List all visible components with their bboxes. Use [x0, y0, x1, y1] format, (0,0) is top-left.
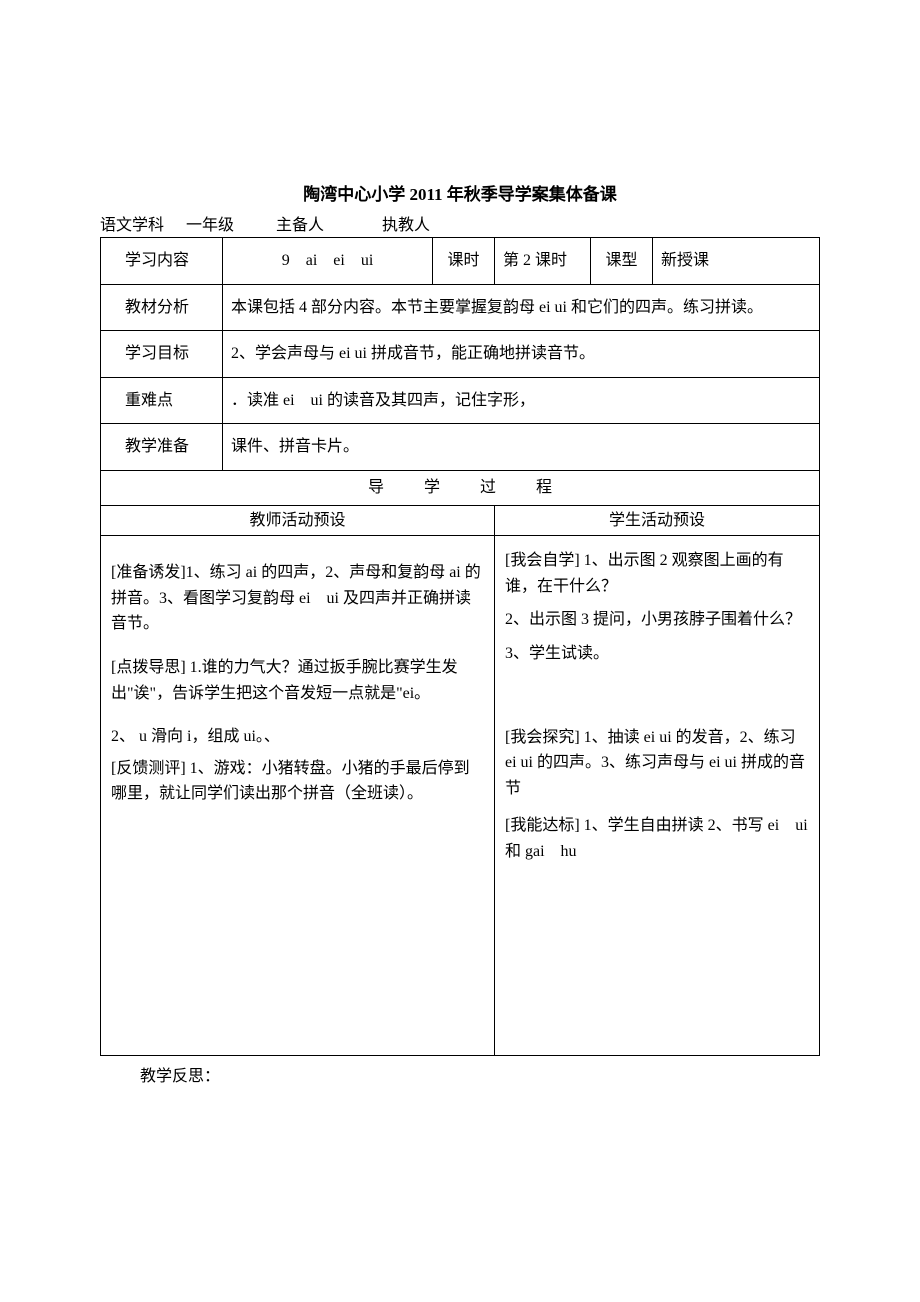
table-row: 教学准备 课件、拼音卡片。: [101, 424, 820, 471]
kexing-label: 课型: [591, 238, 653, 285]
study-content-value: 9 ai ei ui: [223, 238, 433, 285]
student-activity-header: 学生活动预设: [495, 505, 820, 536]
kexing-value: 新授课: [653, 238, 820, 285]
table-row: 导学过程: [101, 470, 820, 505]
doc-title: 陶湾中心小学 2011 年秋季导学案集体备课: [100, 180, 820, 205]
study-content-label: 学习内容: [101, 238, 223, 285]
student-activity-cell: [我会自学] 1、出示图 2 观察图上画的有 谁，在干什么？ 2、出示图 3 提…: [495, 536, 820, 1056]
table-row: 教师活动预设 学生活动预设: [101, 505, 820, 536]
header-line: 语文学科 一年级 主备人 执教人: [100, 211, 820, 235]
keypoint-label: 重难点: [101, 377, 223, 424]
student-para-2: 2、出示图 3 提问，小男孩脖子围着什么？: [505, 607, 809, 633]
teacher-activity-cell: [准备诱发]1、练习 ai 的四声，2、声母和复韵母 ai 的拼音。3、看图学习…: [101, 536, 495, 1056]
keshi-value: 第 2 课时: [495, 238, 591, 285]
process-header: 导学过程: [101, 470, 820, 505]
material-analysis-value: 本课包括 4 部分内容。本节主要掌握复韵母 ei ui 和它们的四声。练习拼读。: [223, 284, 820, 331]
lesson-plan-table: 学习内容 9 ai ei ui 课时 第 2 课时 课型 新授课 教材分析 本课…: [100, 237, 820, 1056]
keshi-label: 课时: [433, 238, 495, 285]
teaching-reflection-label: 教学反思：: [100, 1062, 820, 1086]
preparer-label: 主备人: [276, 217, 324, 234]
table-row: 教材分析 本课包括 4 部分内容。本节主要掌握复韵母 ei ui 和它们的四声。…: [101, 284, 820, 331]
preparation-label: 教学准备: [101, 424, 223, 471]
table-row: 学习目标 2、学会声母与 ei ui 拼成音节，能正确地拼读音节。: [101, 331, 820, 378]
grade-label: 一年级: [186, 217, 234, 234]
teacher-para-2: [点拨导思] 1.谁的力气大？通过扳手腕比赛学生发出"诶"，告诉学生把这个音发短…: [111, 655, 484, 706]
teacher-para-1: [准备诱发]1、练习 ai 的四声，2、声母和复韵母 ai 的拼音。3、看图学习…: [111, 560, 484, 637]
study-goal-label: 学习目标: [101, 331, 223, 378]
table-row: [准备诱发]1、练习 ai 的四声，2、声母和复韵母 ai 的拼音。3、看图学习…: [101, 536, 820, 1056]
teacher-label: 执教人: [382, 217, 430, 234]
student-para-5: [我能达标] 1、学生自由拼读 2、书写 ei ui 和 gai hu: [505, 813, 809, 864]
subject-label: 语文学科: [100, 217, 164, 234]
study-goal-value: 2、学会声母与 ei ui 拼成音节，能正确地拼读音节。: [223, 331, 820, 378]
keypoint-value: ．读准 ei ui 的读音及其四声，记住字形，: [223, 377, 820, 424]
teacher-activity-header: 教师活动预设: [101, 505, 495, 536]
teacher-para-3: 2、 u 滑向 i，组成 ui。、: [111, 724, 484, 750]
process-header-text: 导学过程: [109, 475, 811, 501]
student-para-1: [我会自学] 1、出示图 2 观察图上画的有 谁，在干什么？: [505, 548, 809, 599]
material-analysis-label: 教材分析: [101, 284, 223, 331]
preparation-value: 课件、拼音卡片。: [223, 424, 820, 471]
student-para-4: [我会探究] 1、抽读 ei ui 的发音，2、练习 ei ui 的四声。3、练…: [505, 725, 809, 802]
table-row: 重难点 ．读准 ei ui 的读音及其四声，记住字形，: [101, 377, 820, 424]
student-para-3: 3、学生试读。: [505, 641, 809, 667]
table-row: 学习内容 9 ai ei ui 课时 第 2 课时 课型 新授课: [101, 238, 820, 285]
teacher-para-4: [反馈测评] 1、游戏：小猪转盘。小猪的手最后停到哪里，就让同学们读出那个拼音（…: [111, 756, 484, 807]
